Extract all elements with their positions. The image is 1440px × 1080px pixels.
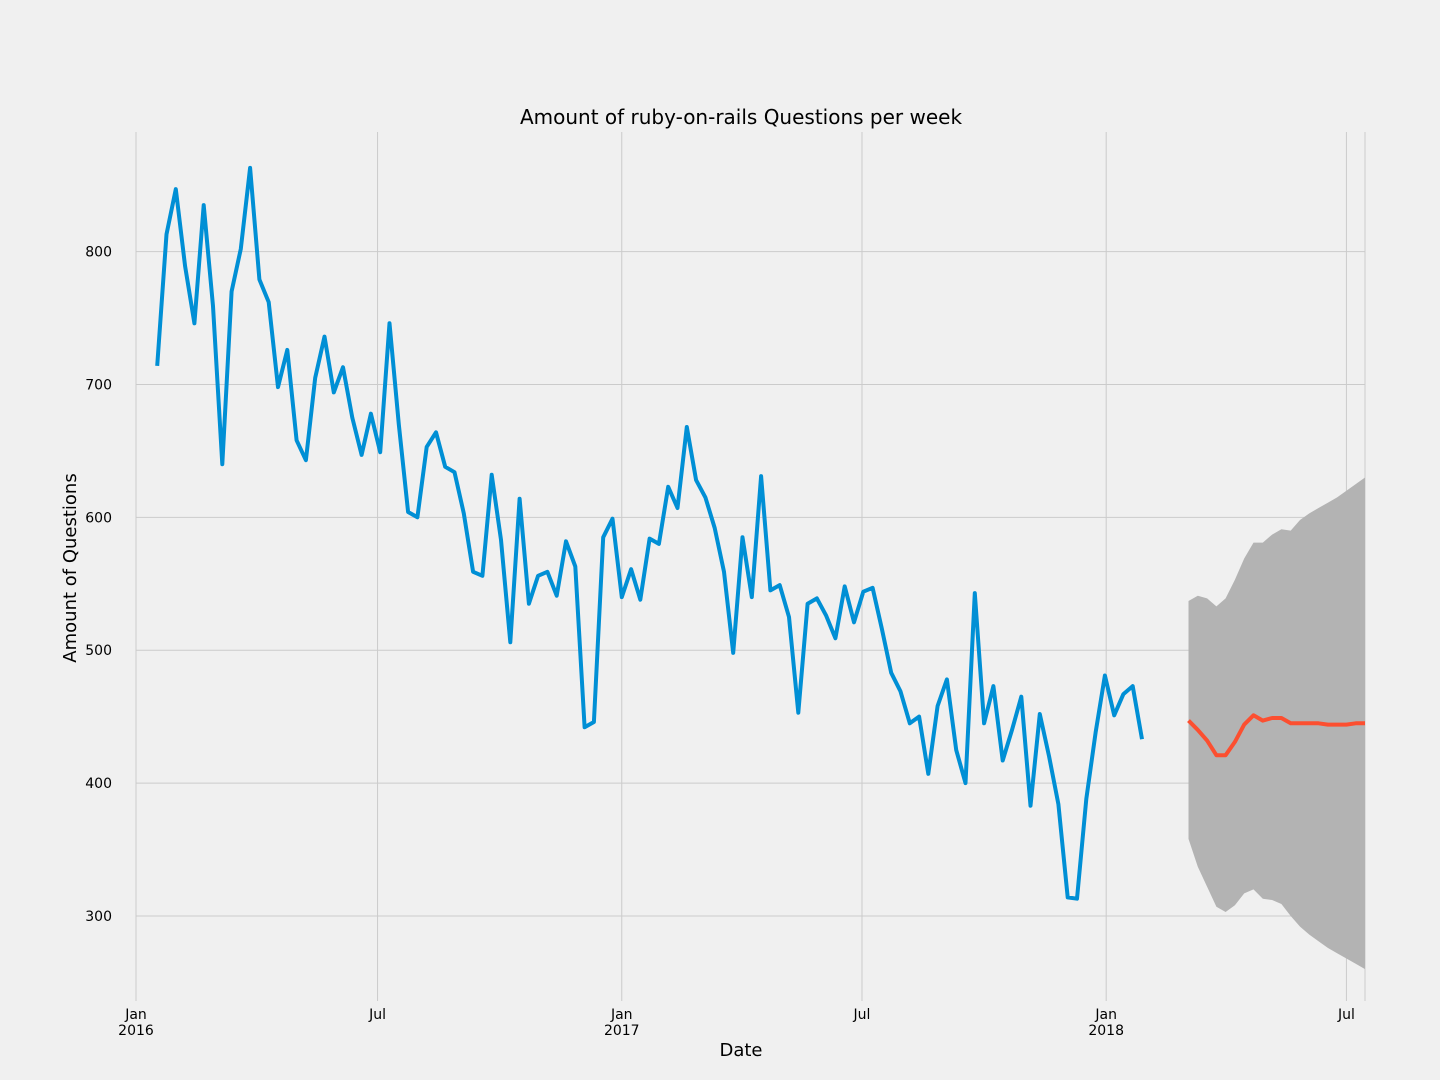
x-tick-year-label: 2018 [1088,1023,1124,1039]
y-tick-label: 800 [85,245,112,261]
x-tick-label: Jul [368,1007,386,1023]
chart-title: Amount of ruby-on-rails Questions per we… [520,105,963,129]
x-tick-label: Jan [124,1007,147,1023]
x-tick-year-label: 2017 [604,1023,640,1039]
x-tick-label: Jan [610,1007,633,1023]
x-axis-label: Date [719,1040,762,1061]
confidence-band [1188,477,1365,970]
y-tick-label: 300 [85,909,112,925]
x-tick-year-label: 2016 [118,1023,154,1039]
confidence-band-layer [1188,477,1365,970]
y-tick-label: 400 [85,776,112,792]
forecast-series-line [1187,713,1365,758]
y-tick-label: 600 [85,510,112,526]
x-tick-label: Jul [853,1007,871,1023]
y-axis-label: Amount of Questions [60,473,81,662]
y-tick-label: 700 [85,377,112,393]
series-layer [155,165,1365,901]
y-tick-label: 500 [85,643,112,659]
x-tick-label: Jan [1094,1007,1117,1023]
observed-series-line [155,165,1144,901]
x-tick-label: Jul [1337,1007,1355,1023]
grid-lines [135,132,1366,1001]
